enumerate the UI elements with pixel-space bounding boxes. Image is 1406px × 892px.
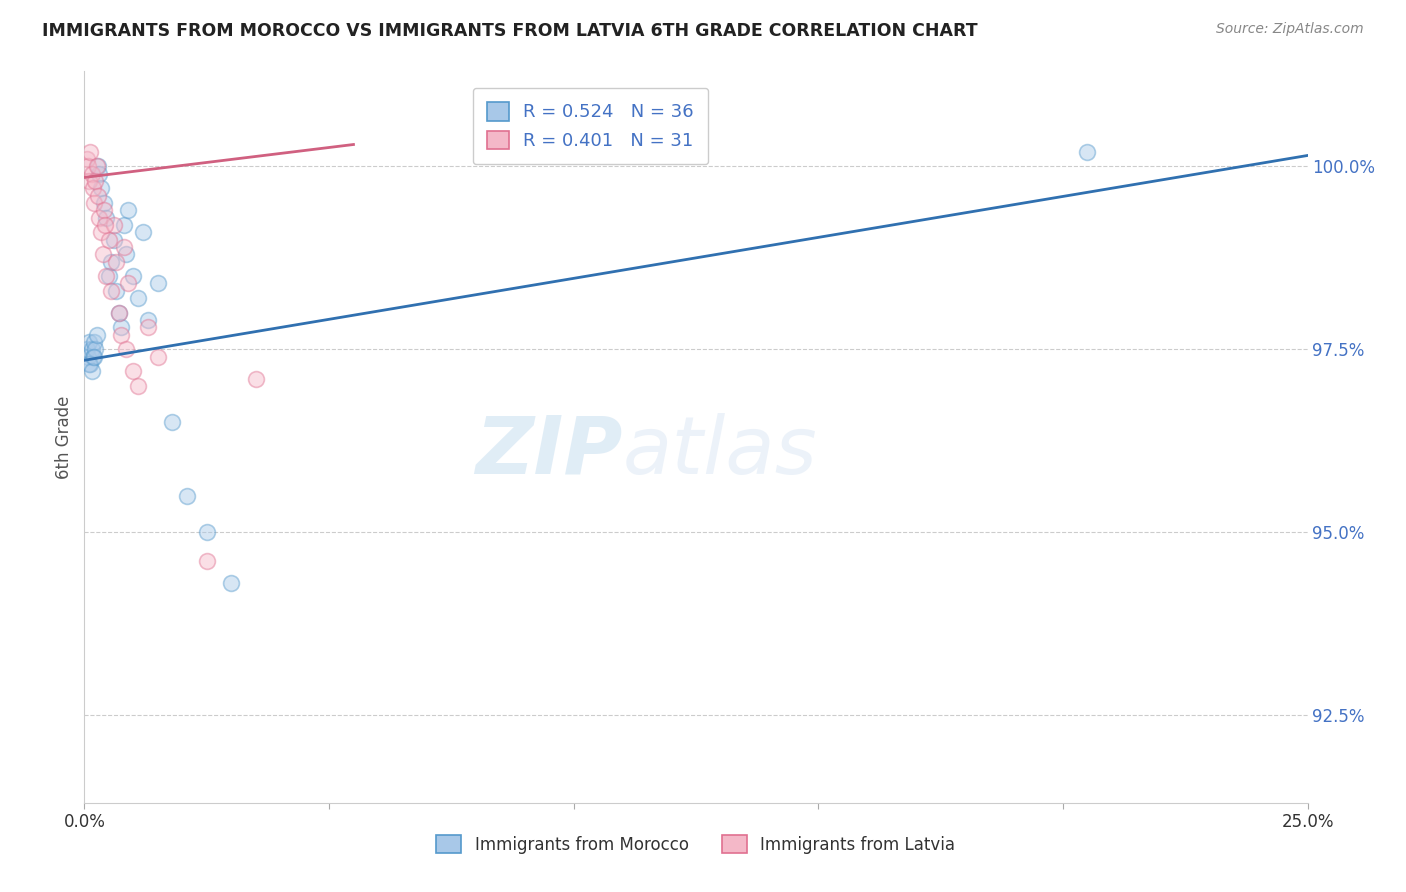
Point: [96, 269, 118, 284]
Point: [195, 525, 218, 540]
Point: [77, 334, 100, 349]
Point: [76, 152, 98, 166]
Point: [79, 357, 101, 371]
Point: [195, 554, 218, 568]
Point: [83, 196, 105, 211]
Point: [1076, 145, 1098, 159]
Point: [127, 291, 149, 305]
Point: [97, 269, 120, 284]
Point: [110, 327, 132, 342]
Point: [117, 203, 139, 218]
Point: [127, 379, 149, 393]
Point: [76, 343, 98, 357]
Point: [105, 254, 128, 268]
Point: [84, 343, 107, 357]
Point: [110, 320, 132, 334]
Point: [77, 350, 100, 364]
Point: [103, 233, 125, 247]
Point: [97, 233, 120, 247]
Point: [136, 313, 159, 327]
Point: [112, 218, 135, 232]
Point: [105, 284, 128, 298]
Point: [84, 174, 107, 188]
Point: [90, 181, 112, 195]
Point: [136, 320, 159, 334]
Point: [87, 167, 110, 181]
Point: [94, 218, 117, 232]
Point: [83, 350, 105, 364]
Point: [87, 211, 110, 225]
Point: [146, 350, 169, 364]
Point: [100, 254, 122, 268]
Point: [80, 364, 103, 378]
Point: [86, 160, 108, 174]
Point: [219, 576, 242, 591]
Point: [103, 218, 125, 232]
Point: [107, 306, 129, 320]
Text: Source: ZipAtlas.com: Source: ZipAtlas.com: [1216, 22, 1364, 37]
Point: [96, 211, 118, 225]
Point: [87, 160, 110, 174]
Legend: Immigrants from Morocco, Immigrants from Latvia: Immigrants from Morocco, Immigrants from…: [430, 829, 962, 860]
Point: [82, 350, 104, 364]
Point: [117, 277, 139, 291]
Point: [87, 188, 110, 202]
Point: [132, 225, 155, 239]
Point: [90, 225, 112, 239]
Point: [107, 306, 129, 320]
Point: [112, 240, 135, 254]
Point: [80, 167, 103, 181]
Y-axis label: 6th Grade: 6th Grade: [55, 395, 73, 479]
Point: [93, 203, 115, 218]
Point: [77, 357, 100, 371]
Point: [115, 343, 138, 357]
Point: [100, 284, 122, 298]
Point: [122, 269, 145, 284]
Text: IMMIGRANTS FROM MOROCCO VS IMMIGRANTS FROM LATVIA 6TH GRADE CORRELATION CHART: IMMIGRANTS FROM MOROCCO VS IMMIGRANTS FR…: [42, 22, 977, 40]
Point: [80, 343, 103, 357]
Point: [115, 247, 138, 261]
Point: [146, 277, 169, 291]
Point: [245, 371, 267, 385]
Point: [86, 327, 108, 342]
Text: atlas: atlas: [623, 413, 817, 491]
Point: [79, 145, 101, 159]
Point: [82, 181, 104, 195]
Point: [77, 174, 100, 188]
Point: [162, 416, 184, 430]
Point: [122, 364, 145, 378]
Point: [176, 489, 198, 503]
Point: [76, 160, 98, 174]
Point: [83, 334, 105, 349]
Text: ZIP: ZIP: [475, 413, 623, 491]
Point: [91, 247, 114, 261]
Point: [93, 196, 115, 211]
